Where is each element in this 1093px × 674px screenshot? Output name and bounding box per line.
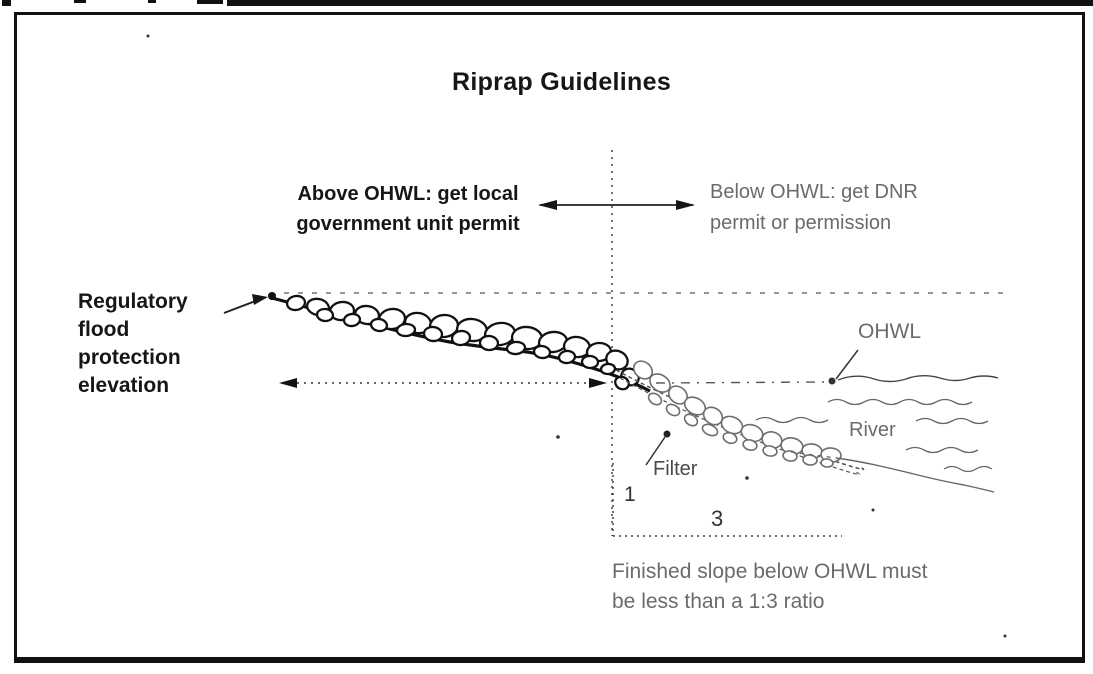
riprap-rocks-above-ohwl bbox=[285, 294, 640, 391]
river-label: River bbox=[849, 419, 896, 441]
flood-label-line4: elevation bbox=[78, 374, 170, 397]
below-ohwl-permit-line1: Below OHWL: get DNR bbox=[710, 181, 918, 203]
flood-label-line1: Regulatory bbox=[78, 290, 188, 313]
ohwl-label: OHWL bbox=[858, 320, 921, 343]
caption-line2: be less than a 1:3 ratio bbox=[612, 590, 825, 613]
above-ohwl-permit-line2: government unit permit bbox=[296, 213, 520, 235]
below-ohwl-permit-label: Below OHWL: get DNR permit or permission bbox=[710, 177, 918, 239]
scan-artifact bbox=[2, 0, 11, 6]
river-bottom-line bbox=[790, 451, 995, 493]
figure-title: Riprap Guidelines bbox=[452, 68, 672, 96]
flood-label-leader-arrow bbox=[223, 292, 276, 314]
caption-line1: Finished slope below OHWL must bbox=[612, 560, 928, 583]
scan-artifact bbox=[148, 0, 156, 3]
river-wave-lines bbox=[755, 398, 993, 473]
figure-border bbox=[14, 12, 1085, 663]
scan-artifact bbox=[197, 0, 223, 4]
slope-run-value: 3 bbox=[711, 506, 724, 531]
slope-rise-value: 1 bbox=[624, 483, 636, 506]
slope-ratio-indicator bbox=[612, 463, 842, 537]
below-ohwl-permit-line2: permit or permission bbox=[710, 212, 892, 234]
ohwl-water-line bbox=[655, 349, 999, 385]
above-ohwl-permit-label: Above OHWL: get local government unit pe… bbox=[282, 179, 534, 239]
filter-label: Filter bbox=[653, 458, 698, 480]
flood-label-line2: flood bbox=[78, 318, 130, 341]
flood-reach-dotted-arrow bbox=[279, 378, 607, 388]
filter-leader bbox=[645, 430, 671, 466]
riprap-rocks-below-ohwl bbox=[632, 360, 842, 468]
slope-ratio-caption: Finished slope below OHWL must be less t… bbox=[612, 557, 928, 617]
scan-specks bbox=[146, 34, 1007, 638]
scan-artifact-bar bbox=[227, 0, 1093, 6]
above-ohwl-permit-line1: Above OHWL: get local bbox=[297, 183, 519, 205]
flood-label-line3: protection bbox=[78, 346, 181, 369]
scan-artifact bbox=[74, 0, 86, 3]
permit-divider-arrow bbox=[538, 200, 695, 210]
regulatory-flood-elevation-label: Regulatory flood protection elevation bbox=[78, 288, 188, 400]
